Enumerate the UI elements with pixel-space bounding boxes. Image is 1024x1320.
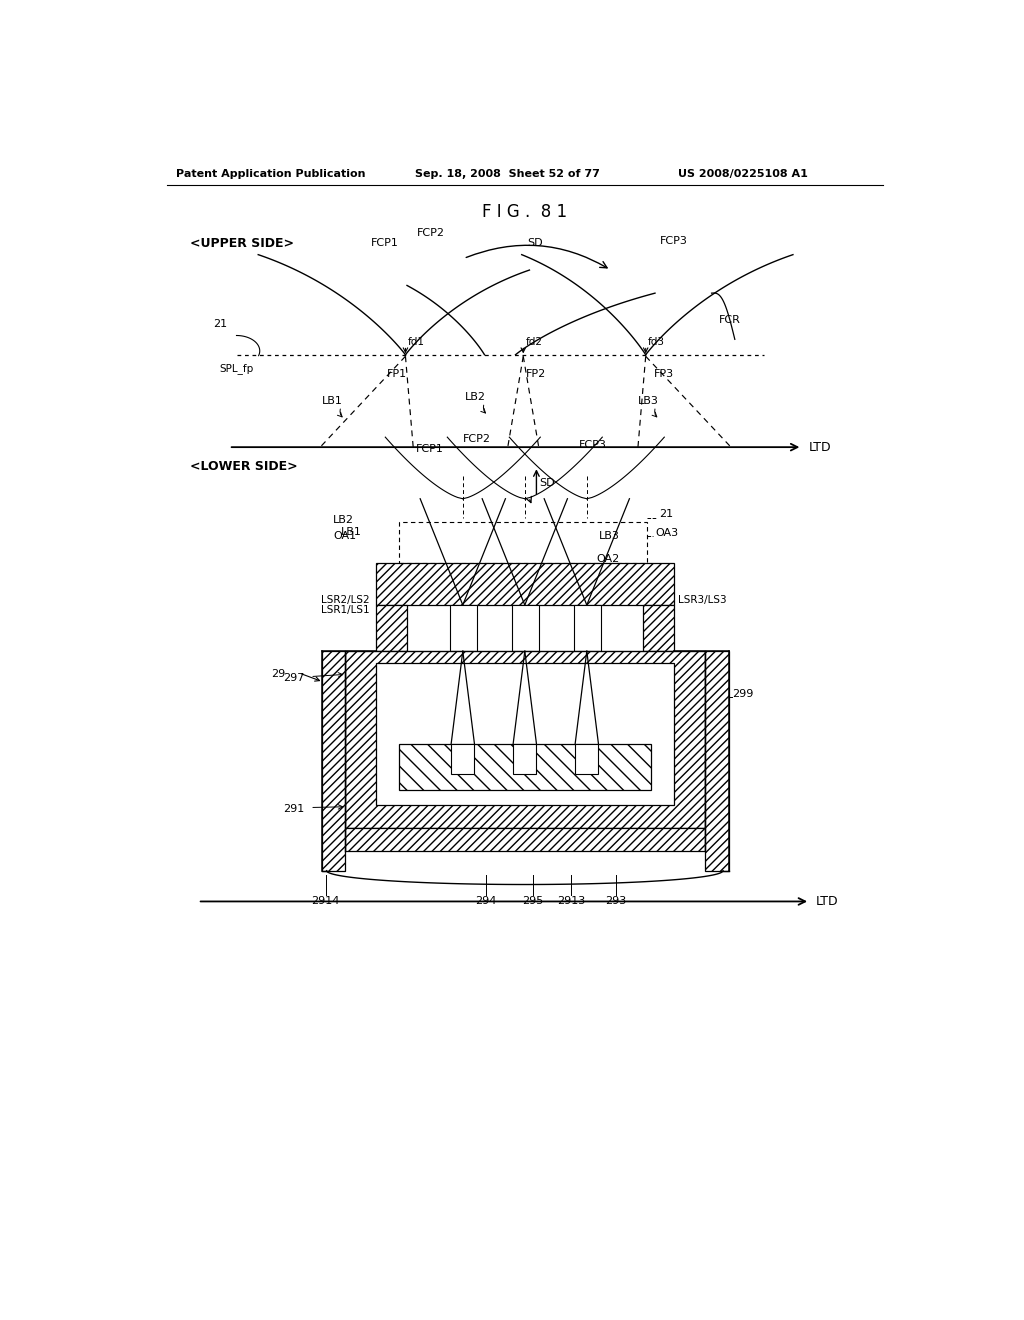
Text: <UPPER SIDE>: <UPPER SIDE> <box>190 236 294 249</box>
Text: SPL_fp: SPL_fp <box>219 363 254 374</box>
Text: LB2: LB2 <box>334 515 354 525</box>
Text: F I G .  8 1: F I G . 8 1 <box>482 203 567 222</box>
Text: 294: 294 <box>475 896 497 907</box>
Text: 21: 21 <box>213 319 227 329</box>
Text: FCP2: FCP2 <box>417 228 445 238</box>
Text: SD: SD <box>527 238 543 248</box>
Bar <box>512 605 539 651</box>
Bar <box>345 829 706 851</box>
Text: Sep. 18, 2008  Sheet 52 of 77: Sep. 18, 2008 Sheet 52 of 77 <box>415 169 600 178</box>
Text: fd2: fd2 <box>525 338 543 347</box>
Text: fd3: fd3 <box>648 338 665 347</box>
Bar <box>376 562 675 605</box>
Text: Patent Application Publication: Patent Application Publication <box>176 169 366 178</box>
Text: LTD: LTD <box>816 895 839 908</box>
Text: FP1: FP1 <box>387 370 407 379</box>
Bar <box>573 605 601 651</box>
Text: OA1: OA1 <box>334 531 356 541</box>
Text: <LOWER SIDE>: <LOWER SIDE> <box>190 459 298 473</box>
Bar <box>706 651 729 871</box>
Bar <box>450 605 477 651</box>
Text: LB3: LB3 <box>598 531 620 541</box>
Text: FCP1: FCP1 <box>417 444 444 454</box>
Text: FCP3: FCP3 <box>579 440 607 450</box>
Bar <box>452 743 474 775</box>
Text: FCP1: FCP1 <box>371 238 398 248</box>
Bar <box>376 605 407 651</box>
Text: OA3: OA3 <box>655 528 678 539</box>
Text: FCR: FCR <box>719 315 741 325</box>
Bar <box>513 743 537 775</box>
Text: LSR3/LS3: LSR3/LS3 <box>678 594 727 605</box>
Text: US 2008/0225108 A1: US 2008/0225108 A1 <box>678 169 808 178</box>
Text: fd1: fd1 <box>408 338 425 347</box>
Bar <box>345 651 706 829</box>
Bar <box>322 651 345 871</box>
Text: 29: 29 <box>271 669 286 680</box>
Bar <box>575 743 598 775</box>
Text: LB1: LB1 <box>341 527 362 537</box>
Text: 297: 297 <box>283 673 304 684</box>
Text: FCP2: FCP2 <box>463 434 490 444</box>
Text: LB2: LB2 <box>465 392 486 403</box>
Text: FCP3: FCP3 <box>659 236 687 246</box>
Bar <box>376 663 675 805</box>
Text: LSR2/LS2: LSR2/LS2 <box>322 594 370 605</box>
Text: 291: 291 <box>283 804 304 814</box>
Text: FP2: FP2 <box>526 370 547 379</box>
Text: 293: 293 <box>605 896 627 907</box>
Text: LSR1/LS1: LSR1/LS1 <box>322 606 370 615</box>
Bar <box>399 743 651 789</box>
Text: 295: 295 <box>522 896 543 907</box>
Text: OA2: OA2 <box>596 554 620 564</box>
Text: LB1: LB1 <box>322 396 343 407</box>
Text: 2913: 2913 <box>557 896 586 907</box>
Text: LB3: LB3 <box>638 396 658 407</box>
Text: 21: 21 <box>658 510 673 519</box>
Bar <box>399 521 647 562</box>
Text: 2914: 2914 <box>311 896 340 907</box>
Bar <box>643 605 675 651</box>
Text: LTD: LTD <box>809 441 831 454</box>
Text: 299: 299 <box>732 689 754 698</box>
Text: FP3: FP3 <box>653 370 674 379</box>
Text: SD: SD <box>539 478 554 488</box>
